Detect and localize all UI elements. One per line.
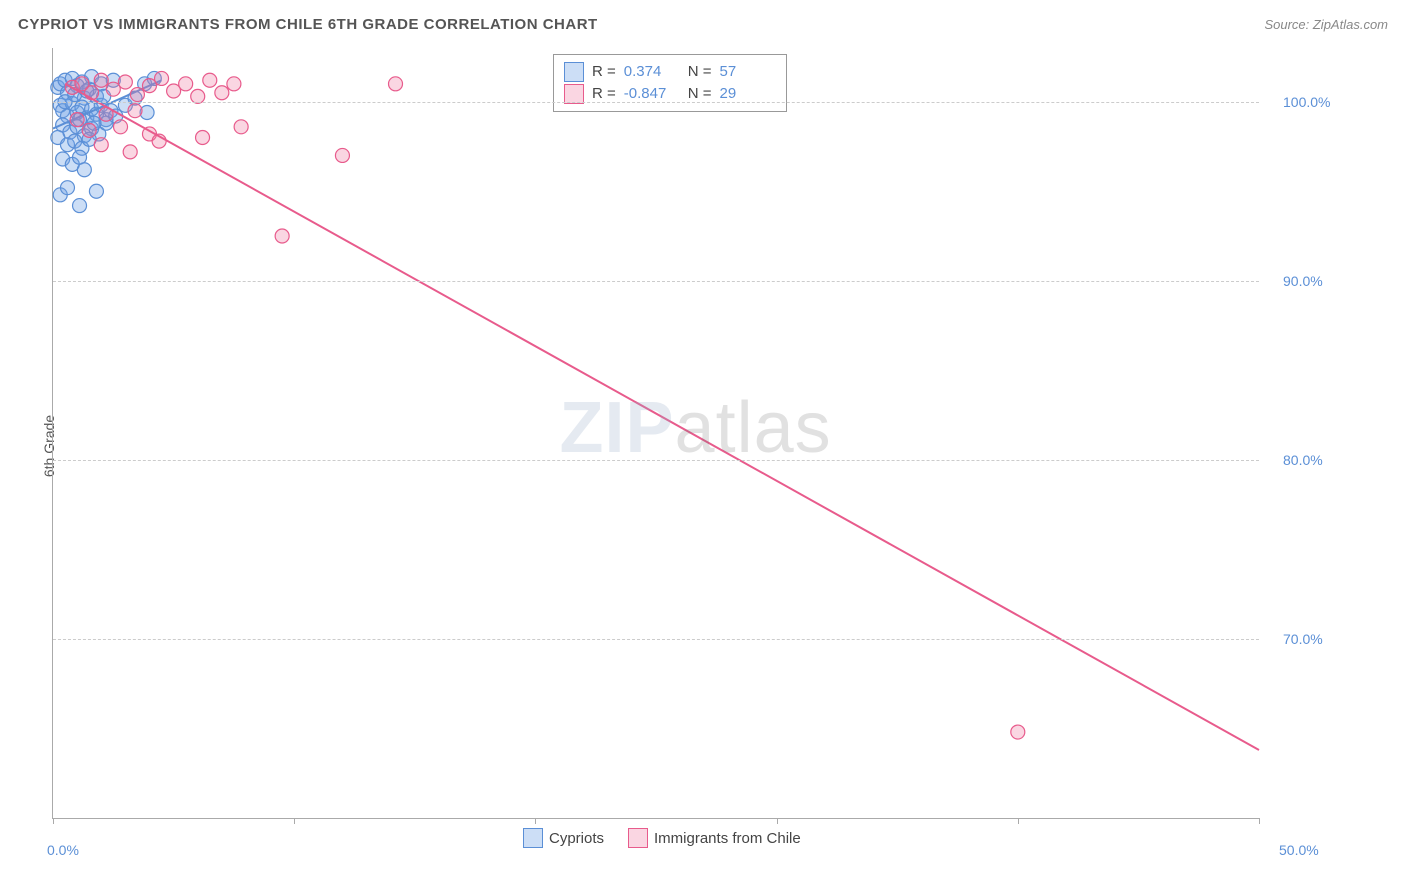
data-point	[130, 88, 144, 102]
x-tick	[777, 818, 778, 824]
data-point	[1011, 725, 1025, 739]
data-point	[179, 77, 193, 91]
trend-line	[65, 84, 1259, 750]
data-point	[77, 163, 91, 177]
gridline-horizontal	[53, 639, 1259, 640]
gridline-horizontal	[53, 460, 1259, 461]
legend-label: Immigrants from Chile	[654, 830, 801, 847]
legend: Cypriots Immigrants from Chile	[523, 828, 801, 848]
data-point	[94, 73, 108, 87]
data-point	[196, 131, 210, 145]
x-tick	[294, 818, 295, 824]
stat-value-n: 57	[720, 61, 776, 83]
data-point	[82, 123, 96, 137]
data-point	[70, 113, 84, 127]
x-tick-label: 0.0%	[47, 842, 79, 858]
source-attribution: Source: ZipAtlas.com	[1264, 17, 1388, 32]
data-point	[94, 138, 108, 152]
data-point	[89, 184, 103, 198]
legend-label: Cypriots	[549, 830, 604, 847]
legend-item: Cypriots	[523, 828, 604, 848]
stat-label-n: N =	[688, 61, 712, 83]
data-point	[234, 120, 248, 134]
x-tick	[535, 818, 536, 824]
data-point	[73, 150, 87, 164]
stat-value-r: 0.374	[624, 61, 680, 83]
chart-svg	[53, 48, 1259, 818]
stats-row: R = 0.374 N = 57	[564, 61, 776, 83]
data-point	[123, 145, 137, 159]
series-swatch	[564, 62, 584, 82]
data-point	[335, 148, 349, 162]
gridline-horizontal	[53, 281, 1259, 282]
y-tick-label: 100.0%	[1283, 94, 1330, 110]
data-point	[155, 71, 169, 85]
plot-area: ZIPatlas R =0.374N =57R =-0.847N =29 Cyp…	[52, 48, 1259, 819]
x-tick	[1018, 818, 1019, 824]
data-point	[60, 181, 74, 195]
y-tick-label: 80.0%	[1283, 452, 1323, 468]
stat-label-r: R =	[592, 61, 616, 83]
legend-item: Immigrants from Chile	[628, 828, 801, 848]
data-point	[215, 86, 229, 100]
x-tick	[53, 818, 54, 824]
x-tick	[1259, 818, 1260, 824]
data-point	[389, 77, 403, 91]
legend-swatch	[628, 828, 648, 848]
stats-box: R =0.374N =57R =-0.847N =29	[553, 54, 787, 112]
x-tick-label: 50.0%	[1279, 842, 1319, 858]
gridline-horizontal	[53, 102, 1259, 103]
chart-title: CYPRIOT VS IMMIGRANTS FROM CHILE 6TH GRA…	[18, 16, 598, 33]
data-point	[203, 73, 217, 87]
y-tick-label: 90.0%	[1283, 273, 1323, 289]
data-point	[118, 75, 132, 89]
data-point	[73, 199, 87, 213]
data-point	[227, 77, 241, 91]
y-tick-label: 70.0%	[1283, 631, 1323, 647]
data-point	[275, 229, 289, 243]
data-point	[114, 120, 128, 134]
header-bar: CYPRIOT VS IMMIGRANTS FROM CHILE 6TH GRA…	[0, 0, 1406, 48]
legend-swatch	[523, 828, 543, 848]
data-point	[128, 104, 142, 118]
